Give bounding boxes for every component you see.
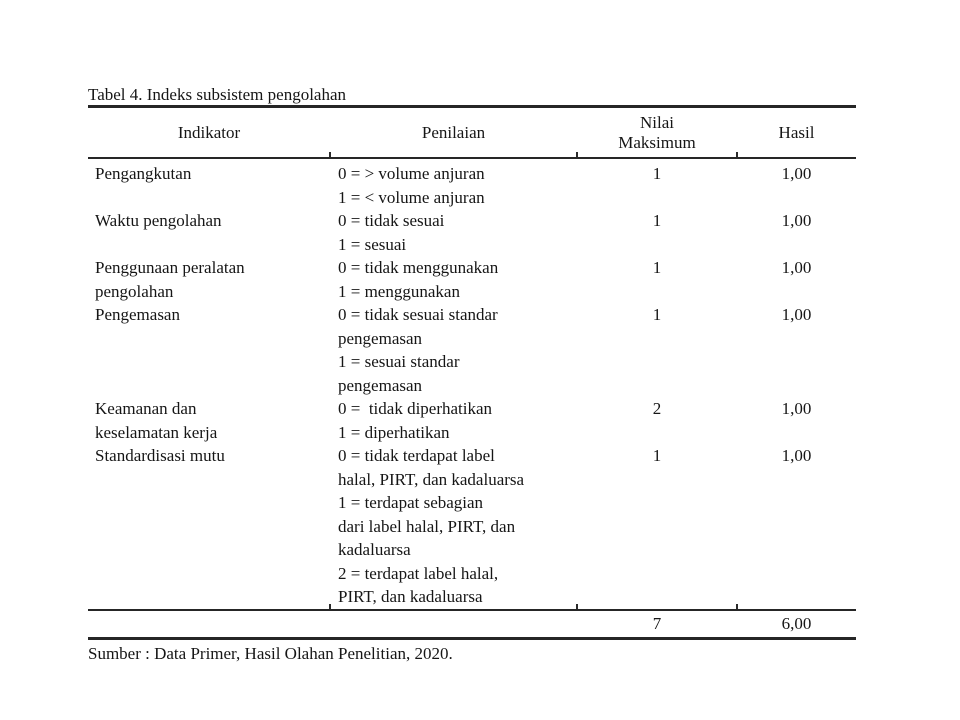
cell-hasil: 1,00 bbox=[781, 258, 812, 277]
cell-hasil: 1,00 bbox=[781, 211, 812, 230]
cell-penilaian: 0 = tidak diperhatikan 1 = diperhatikan bbox=[338, 399, 493, 442]
cell-indikator: Pengangkutan bbox=[95, 164, 192, 183]
cell-hasil: 1,00 bbox=[781, 399, 812, 418]
table-title: Tabel 4. Indeks subsistem pengolahan bbox=[88, 85, 347, 104]
table-row: Pengangkutan 0 = > volume anjuran 1 = < v… bbox=[88, 162, 856, 209]
column-header-nilai-maksimum: Nilai Maksimum bbox=[618, 112, 696, 152]
header-rule bbox=[88, 152, 856, 159]
cell-penilaian: 0 = tidak menggunakan 1 = menggunakan bbox=[338, 258, 499, 301]
table-4: Tabel 4. Indeks subsistem pengolahan Ind… bbox=[88, 84, 856, 664]
cell-penilaian: 0 = tidak sesuai standar pengemasan 1 = … bbox=[338, 305, 498, 395]
bottom-rule bbox=[88, 636, 856, 640]
column-header-penilaian: Penilaian bbox=[421, 122, 486, 142]
table-header-row: Indikator Penilaian Nilai Maksimum Hasil bbox=[88, 108, 856, 157]
column-header-hasil: Hasil bbox=[778, 122, 815, 142]
cell-nilai: 1 bbox=[652, 446, 662, 465]
cell-penilaian: 0 = > volume anjuran 1 = < volume anjura… bbox=[338, 164, 485, 207]
column-header-indikator: Indikator bbox=[177, 122, 241, 142]
cell-penilaian: 0 = tidak sesuai 1 = sesuai bbox=[338, 211, 445, 254]
cell-indikator: Keamanan dan keselamatan kerja bbox=[95, 399, 218, 442]
source-note: Sumber : Data Primer, Hasil Olahan Penel… bbox=[88, 643, 453, 663]
column-border-tick bbox=[576, 603, 578, 609]
pre-total-rule bbox=[88, 603, 856, 611]
cell-nilai: 1 bbox=[652, 258, 662, 277]
cell-indikator: Penggunaan peralatan pengolahan bbox=[95, 258, 245, 301]
cell-penilaian: 0 = tidak terdapat label halal, PIRT, da… bbox=[338, 446, 525, 606]
cell-indikator: Waktu pengolahan bbox=[95, 211, 222, 230]
cell-indikator: Pengemasan bbox=[95, 305, 180, 324]
table-row: Keamanan dan keselamatan kerja 0 = tidak … bbox=[88, 397, 856, 444]
cell-indikator: Standardisasi mutu bbox=[95, 446, 225, 465]
table-row: Penggunaan peralatan pengolahan 0 = tidak… bbox=[88, 256, 856, 303]
cell-nilai: 1 bbox=[652, 211, 662, 230]
column-border-tick bbox=[329, 603, 331, 609]
column-border-tick bbox=[736, 603, 738, 609]
total-hasil: 6,00 bbox=[781, 613, 812, 633]
cell-nilai: 2 bbox=[652, 399, 662, 418]
column-border-tick bbox=[329, 152, 331, 157]
cell-nilai: 1 bbox=[652, 164, 662, 183]
cell-nilai: 1 bbox=[652, 305, 662, 324]
column-border-tick bbox=[736, 152, 738, 157]
column-border-tick bbox=[576, 152, 578, 157]
total-nilai-maksimum: 7 bbox=[652, 613, 662, 633]
cell-hasil: 1,00 bbox=[781, 164, 812, 183]
table-row: Waktu pengolahan 0 = tidak sesuai 1 = ses… bbox=[88, 209, 856, 256]
cell-hasil: 1,00 bbox=[781, 305, 812, 324]
title-rule bbox=[88, 105, 856, 108]
table-body: Pengangkutan 0 = > volume anjuran 1 = < v… bbox=[88, 159, 856, 609]
table-row: Pengemasan 0 = tidak sesuai standar penge… bbox=[88, 303, 856, 397]
table-row: Standardisasi mutu 0 = tidak terdapat lab… bbox=[88, 444, 856, 609]
table-total-row: 7 6,00 bbox=[88, 611, 856, 637]
cell-hasil: 1,00 bbox=[781, 446, 812, 465]
